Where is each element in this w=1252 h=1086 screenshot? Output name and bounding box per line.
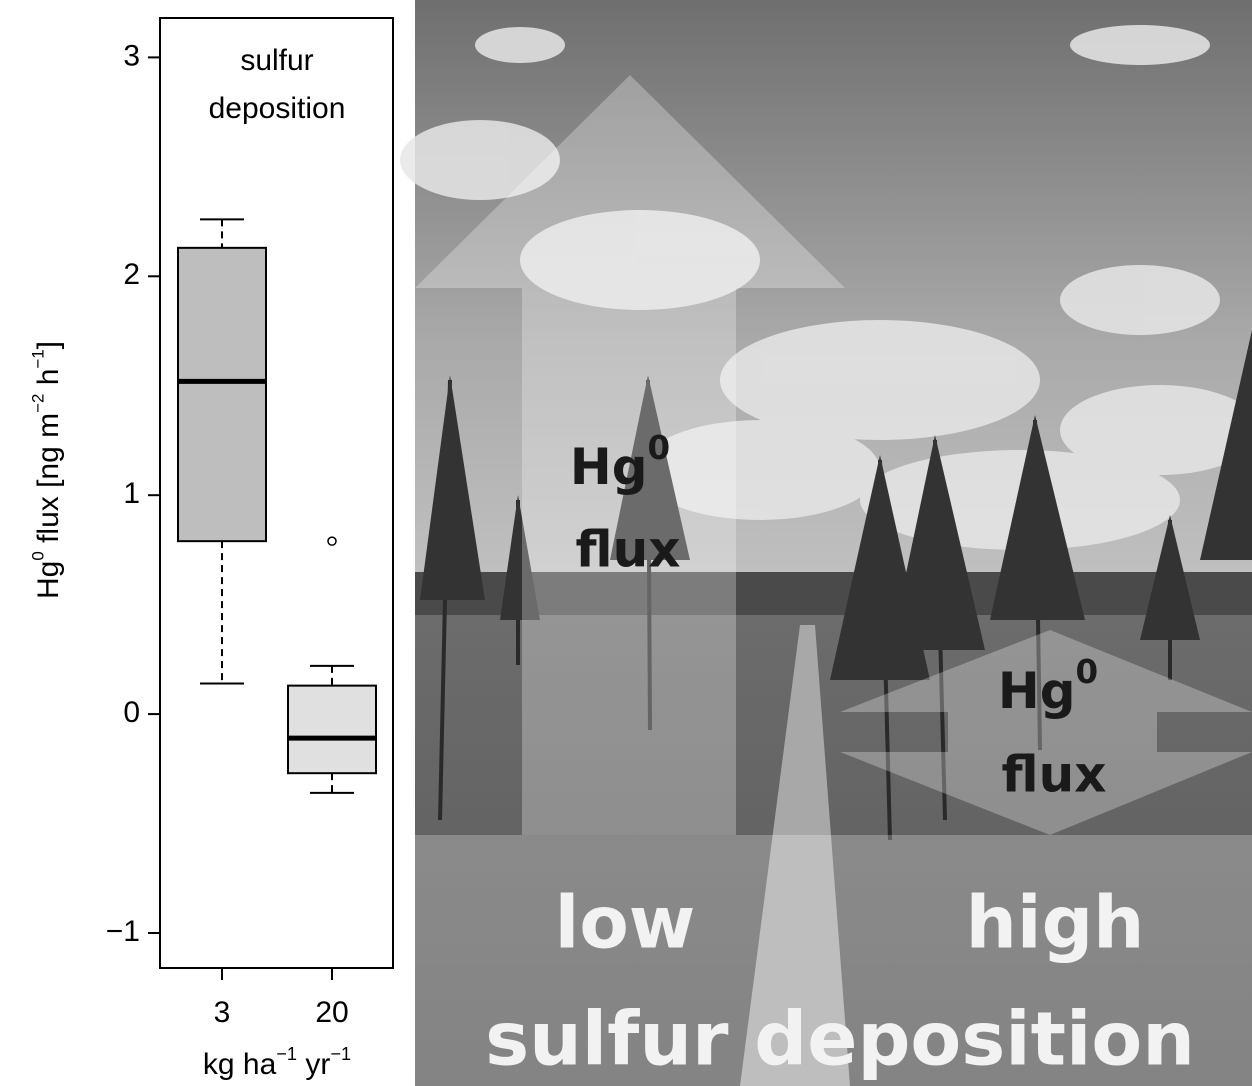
y-tick-label: 2 — [123, 258, 140, 291]
y-tick-label: 3 — [123, 39, 140, 72]
text-part: Hg — [998, 662, 1076, 720]
text-part: ] — [32, 341, 65, 349]
low-label: low — [555, 881, 696, 965]
arrow-label: flux — [1002, 746, 1107, 804]
plot-frame — [159, 17, 394, 969]
text-part: h — [32, 369, 65, 394]
superscript: 0 — [29, 551, 48, 560]
superscript: −1 — [276, 1044, 297, 1064]
arrow-label: Hg0 — [570, 429, 670, 496]
panel-title: sulfur — [240, 44, 313, 77]
high-label: high — [966, 881, 1145, 965]
box — [287, 684, 377, 775]
forest-line — [415, 572, 1252, 617]
bottom-band — [415, 835, 1252, 1086]
text-part: Hg — [570, 438, 648, 496]
clouds — [400, 25, 1252, 550]
text-part: flux [ng m — [32, 413, 65, 551]
superscript: −2 — [29, 394, 48, 413]
y-tick-label: 0 — [123, 696, 140, 729]
superscript: 0 — [1076, 653, 1099, 691]
x-tick-label: 20 — [315, 996, 348, 1029]
arrow-label: Hg0 — [998, 653, 1098, 720]
y-tick-label: −1 — [106, 915, 140, 948]
double-arrow — [840, 630, 1252, 835]
box — [177, 246, 267, 543]
superscript: −1 — [330, 1044, 351, 1064]
y-axis-label: Hg0 flux [ng m−2 h−1] — [29, 341, 65, 599]
x-tick-label: 3 — [214, 996, 231, 1029]
bottom-label: sulfur deposition — [485, 997, 1195, 1083]
superscript: 0 — [648, 429, 671, 467]
x-axis-label: kg ha−1 yr−1 — [203, 1044, 351, 1081]
upward-arrow — [415, 75, 845, 835]
text-part: yr — [297, 1048, 330, 1081]
boardwalk — [740, 625, 850, 1086]
outlier — [327, 536, 337, 546]
superscript: −1 — [29, 349, 48, 368]
panel-title: deposition — [209, 92, 346, 125]
tree-crowns — [420, 330, 1252, 680]
text-part: kg ha — [203, 1048, 277, 1081]
y-tick-label: 1 — [123, 477, 140, 510]
photo — [400, 0, 1252, 1086]
text-part: Hg — [32, 561, 65, 599]
arrow-label: flux — [576, 521, 681, 579]
